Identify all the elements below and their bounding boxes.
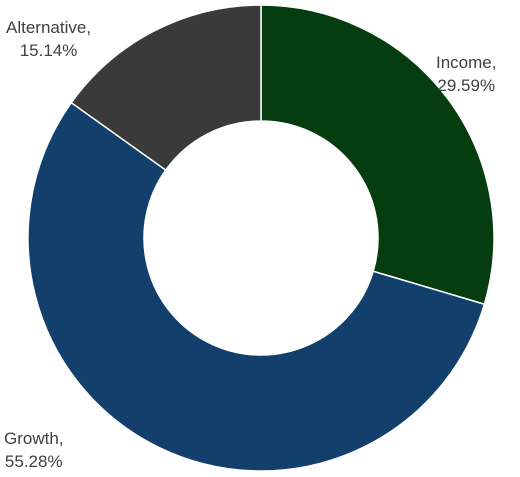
slice-income [260,4,495,306]
data-label-alternative-category: Alternative, [6,18,92,37]
data-label-alternative-value: 15.14% [19,41,78,60]
data-label-growth-category: Growth, [4,429,64,448]
data-label-income: Income, 29.59% [436,51,496,97]
slice-alternative [70,4,262,172]
data-label-growth-value: 55.28% [4,452,63,471]
slice-growth [27,101,486,472]
data-label-income-value: 29.59% [437,76,496,95]
data-label-income-category: Income, [436,53,497,72]
data-label-alternative: Alternative, 15.14% [6,16,91,62]
data-label-growth: Growth, 55.28% [4,427,64,473]
